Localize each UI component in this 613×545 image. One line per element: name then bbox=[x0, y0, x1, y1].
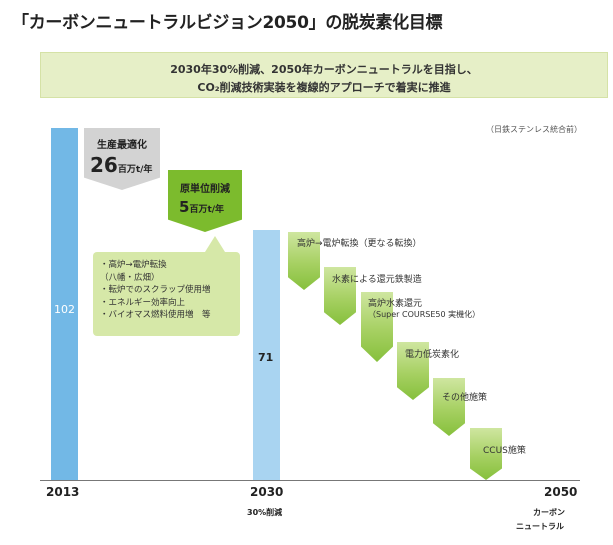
measure-item: ・バイオマス燃料使用増 等 bbox=[100, 310, 211, 320]
step-label-3-sub: （Super COURSE50 実機化） bbox=[368, 310, 481, 319]
step-label-2-text: 水素による還元鉄製造 bbox=[332, 275, 422, 285]
source-note: （日鉄ステンレス統合前） bbox=[486, 125, 582, 134]
step-label-5-text: その他施策 bbox=[442, 393, 488, 403]
bar-2013-value: 102 bbox=[54, 303, 75, 316]
bar-2030 bbox=[253, 230, 280, 480]
production-optimization-callout: 生産最適化 26百万t/年 bbox=[84, 128, 160, 190]
unit-reduction-number: 5 bbox=[179, 198, 190, 216]
step-label-4-text: 電力低炭素化 bbox=[405, 350, 460, 360]
unit-reduction-callout: 原単位削減 5百万t/年 bbox=[168, 170, 242, 232]
step-label-3: 高炉水素還元 （Super COURSE50 実機化） bbox=[368, 296, 480, 320]
step-arrow-3 bbox=[361, 292, 393, 362]
x-label-2050: 2050 bbox=[544, 485, 578, 499]
summary-banner: 2030年30%削減、2050年カーボンニュートラルを目指し、 CO₂削減技術実… bbox=[40, 52, 608, 98]
step-label-6: CCUS施策 bbox=[483, 443, 526, 456]
x-label-2013: 2013 bbox=[46, 485, 80, 499]
production-optimization-title: 生産最適化 bbox=[97, 140, 147, 151]
production-optimization-unit: 百万t/年 bbox=[117, 165, 153, 175]
step-label-6-text: CCUS施策 bbox=[483, 446, 526, 456]
measure-item: （八幡・広畑） bbox=[100, 272, 160, 283]
step-label-1: 高炉→電炉転換（更なる転換） bbox=[297, 236, 422, 249]
step-arrow-5 bbox=[433, 378, 465, 436]
step-arrow-2 bbox=[324, 267, 356, 325]
step-arrow-6 bbox=[470, 428, 502, 480]
unit-reduction-title: 原単位削減 bbox=[180, 184, 230, 195]
x-sublabel-2030: 30%削減 bbox=[247, 508, 283, 517]
step-label-5: その他施策 bbox=[442, 390, 487, 403]
step-label-1-text: 高炉→電炉転換（更なる転換） bbox=[297, 239, 422, 249]
measure-item: ・高炉→電炉転換 bbox=[100, 260, 167, 270]
step-label-4: 電力低炭素化 bbox=[405, 347, 459, 360]
unit-reduction-unit: 百万t/年 bbox=[189, 205, 225, 215]
x-label-2030: 2030 bbox=[250, 485, 284, 499]
measures-list: ・高炉→電炉転換 （八幡・広畑） ・転炉でのスクラップ使用増 ・エネルギー効率向… bbox=[100, 259, 211, 322]
measures-box: ・高炉→電炉転換 （八幡・広畑） ・転炉でのスクラップ使用増 ・エネルギー効率向… bbox=[93, 252, 240, 336]
step-arrow-4 bbox=[397, 342, 429, 400]
bar-2013 bbox=[51, 128, 78, 480]
x-sublabel-2050-line2: ニュートラル bbox=[516, 522, 564, 531]
step-label-3-text: 高炉水素還元 bbox=[368, 299, 423, 309]
unit-reduction-value: 5百万t/年 bbox=[179, 197, 224, 216]
x-sublabel-2050-line1: カーボン bbox=[533, 508, 565, 517]
production-optimization-number: 26 bbox=[90, 153, 118, 177]
banner-line-1: 2030年30%削減、2050年カーボンニュートラルを目指し、 bbox=[170, 63, 478, 76]
measure-item: ・エネルギー効率向上 bbox=[100, 297, 186, 308]
step-label-2: 水素による還元鉄製造 bbox=[332, 272, 422, 285]
banner-line-2: CO₂削減技術実装を複線的アプローチで着実に推進 bbox=[197, 81, 451, 94]
page-title: 「カーボンニュートラルビジョン2050」の脱炭素化目標 bbox=[12, 13, 443, 33]
bar-2030-value: 71 bbox=[258, 351, 274, 364]
measures-pointer bbox=[205, 236, 225, 252]
production-optimization-value: 26百万t/年 bbox=[90, 153, 152, 177]
x-axis-baseline bbox=[40, 480, 580, 481]
step-arrow-1 bbox=[288, 232, 320, 290]
measure-item: ・転炉でのスクラップ使用増 bbox=[100, 285, 211, 295]
